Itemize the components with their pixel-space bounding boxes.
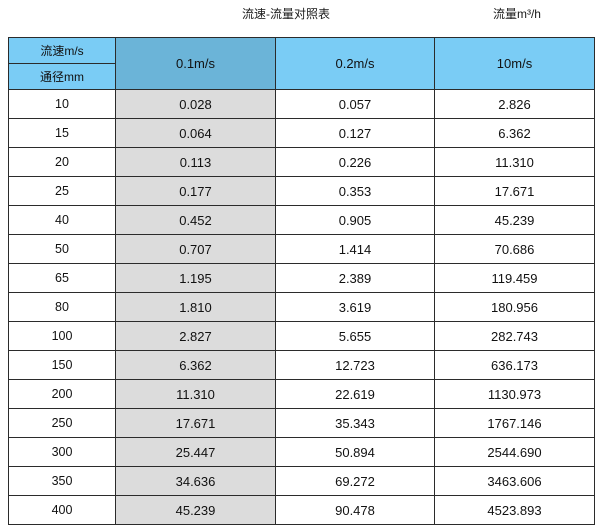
flow-rate-table: 流速m/s 0.1m/s 0.2m/s 10m/s 通径mm 10 0.028 0.… [8, 37, 595, 525]
table-row: 25 0.177 0.353 17.671 [8, 176, 595, 206]
cell-flow-10ms: 2544.690 [434, 437, 595, 467]
table-row: 15 0.064 0.127 6.362 [8, 118, 595, 148]
cell-nominal-diameter: 200 [8, 379, 116, 409]
cell-flow-0-1ms: 1.195 [115, 263, 276, 293]
cell-flow-10ms: 1130.973 [434, 379, 595, 409]
cell-nominal-diameter: 150 [8, 350, 116, 380]
cell-flow-0-1ms: 0.452 [115, 205, 276, 235]
cell-flow-0-1ms: 0.113 [115, 147, 276, 177]
cell-nominal-diameter: 50 [8, 234, 116, 264]
cell-flow-0-1ms: 45.239 [115, 495, 276, 525]
cell-flow-0-1ms: 17.671 [115, 408, 276, 438]
title-bar: 流速-流量对照表 流量m³/h [0, 0, 600, 38]
cell-flow-0-1ms: 2.827 [115, 321, 276, 351]
table-row: 80 1.810 3.619 180.956 [8, 292, 595, 322]
table-row: 300 25.447 50.894 2544.690 [8, 437, 595, 467]
cell-nominal-diameter: 15 [8, 118, 116, 148]
cell-flow-0-1ms: 11.310 [115, 379, 276, 409]
flow-rate-table-wrapper: 流速m/s 0.1m/s 0.2m/s 10m/s 通径mm 10 0.028 0.… [8, 37, 595, 525]
cell-nominal-diameter: 80 [8, 292, 116, 322]
cell-flow-0-2ms: 5.655 [275, 321, 435, 351]
cell-flow-0-1ms: 6.362 [115, 350, 276, 380]
cell-flow-10ms: 3463.606 [434, 466, 595, 496]
table-header: 流速m/s 0.1m/s 0.2m/s 10m/s 通径mm [8, 37, 595, 90]
cell-flow-10ms: 2.826 [434, 89, 595, 119]
cell-flow-10ms: 70.686 [434, 234, 595, 264]
column-header-0-1ms: 0.1m/s [115, 37, 276, 90]
cell-flow-0-2ms: 22.619 [275, 379, 435, 409]
cell-flow-0-1ms: 34.636 [115, 466, 276, 496]
cell-flow-0-2ms: 2.389 [275, 263, 435, 293]
cell-nominal-diameter: 350 [8, 466, 116, 496]
header-row-top: 流速m/s 0.1m/s 0.2m/s 10m/s [8, 37, 595, 90]
table-row: 250 17.671 35.343 1767.146 [8, 408, 595, 438]
cell-flow-0-2ms: 0.127 [275, 118, 435, 148]
cell-flow-0-2ms: 1.414 [275, 234, 435, 264]
cell-flow-0-2ms: 0.905 [275, 205, 435, 235]
cell-flow-0-2ms: 50.894 [275, 437, 435, 467]
cell-flow-10ms: 1767.146 [434, 408, 595, 438]
cell-flow-0-1ms: 1.810 [115, 292, 276, 322]
table-row: 10 0.028 0.057 2.826 [8, 89, 595, 119]
cell-nominal-diameter: 300 [8, 437, 116, 467]
cell-flow-0-2ms: 0.057 [275, 89, 435, 119]
unit-title: 流量m³/h [492, 7, 541, 21]
cell-flow-0-2ms: 0.226 [275, 147, 435, 177]
page-title: 流速-流量对照表 [242, 7, 330, 21]
cell-flow-0-1ms: 0.707 [115, 234, 276, 264]
cell-nominal-diameter: 40 [8, 205, 116, 235]
cell-flow-0-1ms: 0.177 [115, 176, 276, 206]
cell-flow-10ms: 45.239 [434, 205, 595, 235]
cell-flow-0-2ms: 90.478 [275, 495, 435, 525]
cell-flow-0-2ms: 12.723 [275, 350, 435, 380]
table-row: 40 0.452 0.905 45.239 [8, 205, 595, 235]
cell-flow-10ms: 282.743 [434, 321, 595, 351]
cell-nominal-diameter: 20 [8, 147, 116, 177]
cell-nominal-diameter: 65 [8, 263, 116, 293]
cell-flow-10ms: 11.310 [434, 147, 595, 177]
cell-flow-0-1ms: 0.064 [115, 118, 276, 148]
cell-flow-0-2ms: 35.343 [275, 408, 435, 438]
cell-flow-0-1ms: 25.447 [115, 437, 276, 467]
corner-header-diameter-label: 通径mm [8, 63, 116, 90]
cell-flow-0-2ms: 69.272 [275, 466, 435, 496]
cell-flow-0-2ms: 0.353 [275, 176, 435, 206]
cell-flow-10ms: 17.671 [434, 176, 595, 206]
cell-flow-10ms: 4523.893 [434, 495, 595, 525]
column-header-10ms: 10m/s [434, 37, 595, 90]
table-row: 65 1.195 2.389 119.459 [8, 263, 595, 293]
table-row: 20 0.113 0.226 11.310 [8, 147, 595, 177]
table-row: 200 11.310 22.619 1130.973 [8, 379, 595, 409]
cell-nominal-diameter: 400 [8, 495, 116, 525]
cell-flow-10ms: 180.956 [434, 292, 595, 322]
cell-flow-10ms: 636.173 [434, 350, 595, 380]
header-row-bottom: 通径mm [8, 63, 595, 90]
corner-header-velocity-label: 流速m/s [8, 37, 116, 64]
cell-nominal-diameter: 25 [8, 176, 116, 206]
column-header-0-2ms: 0.2m/s [275, 37, 435, 90]
cell-flow-0-2ms: 3.619 [275, 292, 435, 322]
table-row: 350 34.636 69.272 3463.606 [8, 466, 595, 496]
table-row: 400 45.239 90.478 4523.893 [8, 495, 595, 525]
cell-nominal-diameter: 10 [8, 89, 116, 119]
cell-nominal-diameter: 100 [8, 321, 116, 351]
table-row: 50 0.707 1.414 70.686 [8, 234, 595, 264]
cell-flow-0-1ms: 0.028 [115, 89, 276, 119]
cell-flow-10ms: 6.362 [434, 118, 595, 148]
table-row: 150 6.362 12.723 636.173 [8, 350, 595, 380]
cell-flow-10ms: 119.459 [434, 263, 595, 293]
table-body: 10 0.028 0.057 2.826 15 0.064 0.127 6.362 20 0.11… [8, 89, 595, 525]
table-row: 100 2.827 5.655 282.743 [8, 321, 595, 351]
cell-nominal-diameter: 250 [8, 408, 116, 438]
